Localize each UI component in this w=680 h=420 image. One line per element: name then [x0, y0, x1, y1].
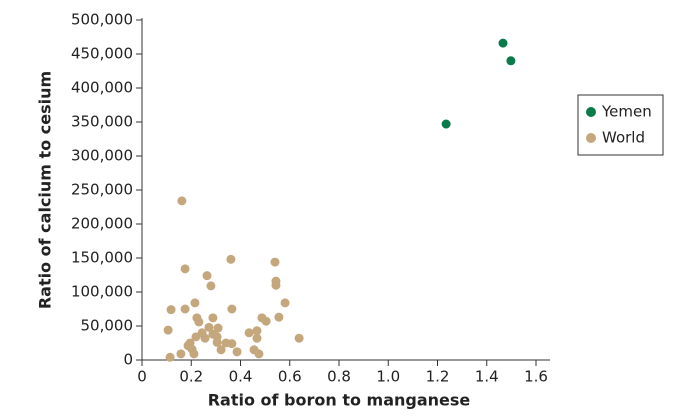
point [163, 325, 173, 335]
x-tick-label: 1.0 [376, 368, 400, 386]
point [176, 349, 186, 359]
legend-marker [586, 107, 596, 117]
point [254, 349, 264, 359]
y-tick-label: 300,000 [71, 147, 133, 165]
x-axis-title: Ratio of boron to manganese [208, 391, 471, 410]
point [506, 56, 516, 66]
point [252, 326, 262, 336]
y-tick-label: 150,000 [71, 249, 133, 267]
x-tick-label: 1.6 [524, 368, 548, 386]
y-tick-label: 400,000 [71, 79, 133, 97]
point [191, 332, 201, 342]
point [226, 254, 236, 264]
point [227, 339, 237, 349]
y-axis-title: Ratio of calcium to cesium [36, 71, 55, 309]
y-tick-label: 350,000 [71, 113, 133, 131]
point [200, 333, 210, 343]
point [212, 337, 222, 347]
legend-marker [586, 133, 596, 143]
point [274, 312, 284, 322]
y-tick-label: 100,000 [71, 283, 133, 301]
point [271, 280, 281, 290]
point [194, 317, 204, 327]
legend-box [577, 94, 664, 156]
y-tick-label: 500,000 [71, 11, 133, 29]
y-tick-label: 200,000 [71, 215, 133, 233]
point [202, 271, 212, 281]
point [270, 257, 280, 267]
point [213, 323, 223, 333]
y-tick-label: 0 [123, 351, 133, 369]
x-tick-label: 0.8 [327, 368, 351, 386]
point [252, 333, 262, 343]
legend-label: Yemen [601, 103, 652, 121]
point [227, 304, 237, 314]
point [261, 316, 271, 326]
x-tick-label: 0.2 [179, 368, 203, 386]
x-tick-label: 1.2 [426, 368, 450, 386]
point [180, 264, 190, 274]
x-tick-label: 0 [137, 368, 147, 386]
point [208, 313, 218, 323]
x-tick-label: 1.4 [475, 368, 499, 386]
point [187, 344, 197, 354]
point [204, 322, 214, 332]
x-tick-label: 0.4 [229, 368, 253, 386]
point [294, 333, 304, 343]
point [216, 345, 226, 355]
point [441, 119, 451, 129]
y-tick-label: 250,000 [71, 181, 133, 199]
point [244, 328, 254, 338]
y-tick-label: 50,000 [81, 317, 134, 335]
legend-label: World [602, 129, 645, 147]
x-tick-label: 0.6 [278, 368, 302, 386]
point [280, 298, 290, 308]
point [498, 38, 508, 48]
point [232, 347, 242, 357]
point [190, 298, 200, 308]
point [166, 305, 176, 315]
point [165, 352, 175, 362]
y-tick-label: 450,000 [71, 45, 133, 63]
point [180, 304, 190, 314]
point [206, 281, 216, 291]
point [177, 196, 187, 206]
